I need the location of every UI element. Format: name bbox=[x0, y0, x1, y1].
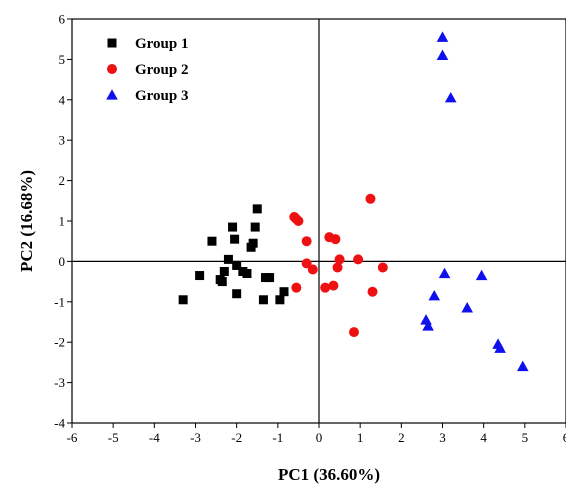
data-point-group-3 bbox=[461, 302, 473, 313]
data-point-group-1 bbox=[207, 236, 217, 246]
data-point-group-3 bbox=[436, 49, 449, 60]
x-tick-label: -2 bbox=[231, 430, 242, 445]
data-point-group-2 bbox=[330, 234, 341, 245]
x-tick-label: 3 bbox=[439, 430, 446, 445]
data-point-group-3 bbox=[422, 320, 434, 331]
y-tick-label: -2 bbox=[54, 335, 65, 350]
y-tick-label: 5 bbox=[59, 52, 66, 67]
data-point-group-1 bbox=[250, 222, 260, 232]
data-point-group-1 bbox=[232, 289, 242, 299]
legend-marker-group-3 bbox=[106, 89, 118, 100]
data-point-group-2 bbox=[348, 327, 359, 338]
data-point-group-1 bbox=[279, 287, 289, 297]
data-point-group-1 bbox=[219, 267, 229, 276]
data-point-group-3 bbox=[420, 314, 432, 325]
x-tick-label: -3 bbox=[190, 430, 201, 445]
y-tick-label: 1 bbox=[59, 214, 66, 229]
x-tick-label: 1 bbox=[357, 430, 364, 445]
x-tick-label: 5 bbox=[522, 430, 529, 445]
y-tick-label: 2 bbox=[59, 173, 66, 188]
data-point-group-2 bbox=[320, 282, 331, 293]
data-point-group-3 bbox=[436, 31, 449, 42]
y-tick-label: -3 bbox=[54, 375, 65, 390]
data-point-group-2 bbox=[293, 216, 304, 226]
data-point-group-1 bbox=[232, 260, 242, 270]
data-point-group-1 bbox=[258, 295, 268, 305]
legend-marker-group-1 bbox=[107, 38, 117, 48]
data-point-group-3 bbox=[475, 269, 488, 281]
data-point-group-3 bbox=[438, 267, 451, 279]
axis-ticks: -6 -5 -4 -3 -2 -1 0 1 2 3 4 5 6 -4 -3 -2 -1 0 1 2 3 4 5 6 bbox=[54, 12, 566, 445]
x-tick-label: 0 bbox=[316, 430, 323, 445]
data-point-group-1 bbox=[248, 238, 258, 248]
legend: Group 1 Group 2 Group 3 bbox=[106, 36, 189, 104]
data-point-group-2 bbox=[307, 264, 318, 275]
x-axis-title: PC1 (36.60%) bbox=[278, 465, 380, 484]
data-point-group-3 bbox=[428, 289, 441, 301]
data-point-group-2 bbox=[334, 254, 345, 265]
data-point-group-1 bbox=[178, 295, 188, 305]
legend-marker-group-2 bbox=[107, 64, 117, 74]
y-tick-label: 6 bbox=[59, 12, 66, 27]
x-tick-label: -4 bbox=[149, 430, 160, 445]
zero-lines bbox=[72, 19, 566, 423]
y-axis-title: PC2 (16.68%) bbox=[17, 170, 36, 272]
data-point-group-1 bbox=[265, 273, 275, 283]
y-tick-label: 0 bbox=[59, 254, 66, 269]
legend-label-group-2: Group 2 bbox=[135, 62, 189, 78]
data-point-group-1 bbox=[195, 271, 205, 281]
data-point-group-1 bbox=[228, 222, 238, 232]
x-tick-label: 2 bbox=[398, 430, 405, 445]
data-point-group-1 bbox=[230, 234, 240, 244]
series-group-2 bbox=[289, 193, 388, 338]
y-tick-label: -1 bbox=[54, 294, 65, 309]
data-point-group-2 bbox=[291, 282, 302, 293]
x-tick-label: -5 bbox=[108, 430, 119, 445]
x-tick-label: -1 bbox=[272, 430, 283, 445]
legend-label-group-3: Group 3 bbox=[135, 88, 189, 104]
x-tick-label: 6 bbox=[563, 430, 566, 445]
data-point-group-3 bbox=[516, 360, 529, 372]
data-point-group-2 bbox=[377, 262, 388, 273]
data-point-group-2 bbox=[301, 258, 312, 269]
y-tick-label: 4 bbox=[59, 92, 66, 107]
data-point-group-1 bbox=[242, 269, 252, 279]
data-point-group-1 bbox=[223, 254, 233, 264]
data-point-group-1 bbox=[275, 295, 285, 305]
data-point-group-2 bbox=[332, 262, 343, 273]
data-point-group-1 bbox=[252, 204, 262, 214]
data-point-group-1 bbox=[217, 277, 227, 287]
x-tick-label: -6 bbox=[67, 430, 78, 445]
data-point-group-2 bbox=[367, 286, 378, 297]
data-point-group-3 bbox=[444, 91, 457, 103]
series-group-1 bbox=[178, 204, 289, 305]
legend-label-group-1: Group 1 bbox=[135, 36, 189, 52]
x-tick-label: 4 bbox=[480, 430, 487, 445]
data-point-group-3 bbox=[494, 342, 506, 353]
data-point-group-2 bbox=[328, 280, 339, 291]
y-tick-label: -4 bbox=[54, 416, 65, 431]
data-point-group-2 bbox=[353, 254, 364, 265]
y-tick-label: 3 bbox=[59, 133, 66, 148]
data-points bbox=[178, 31, 529, 372]
data-point-group-2 bbox=[365, 193, 376, 204]
series-group-3 bbox=[420, 31, 529, 372]
data-point-group-2 bbox=[301, 236, 312, 247]
